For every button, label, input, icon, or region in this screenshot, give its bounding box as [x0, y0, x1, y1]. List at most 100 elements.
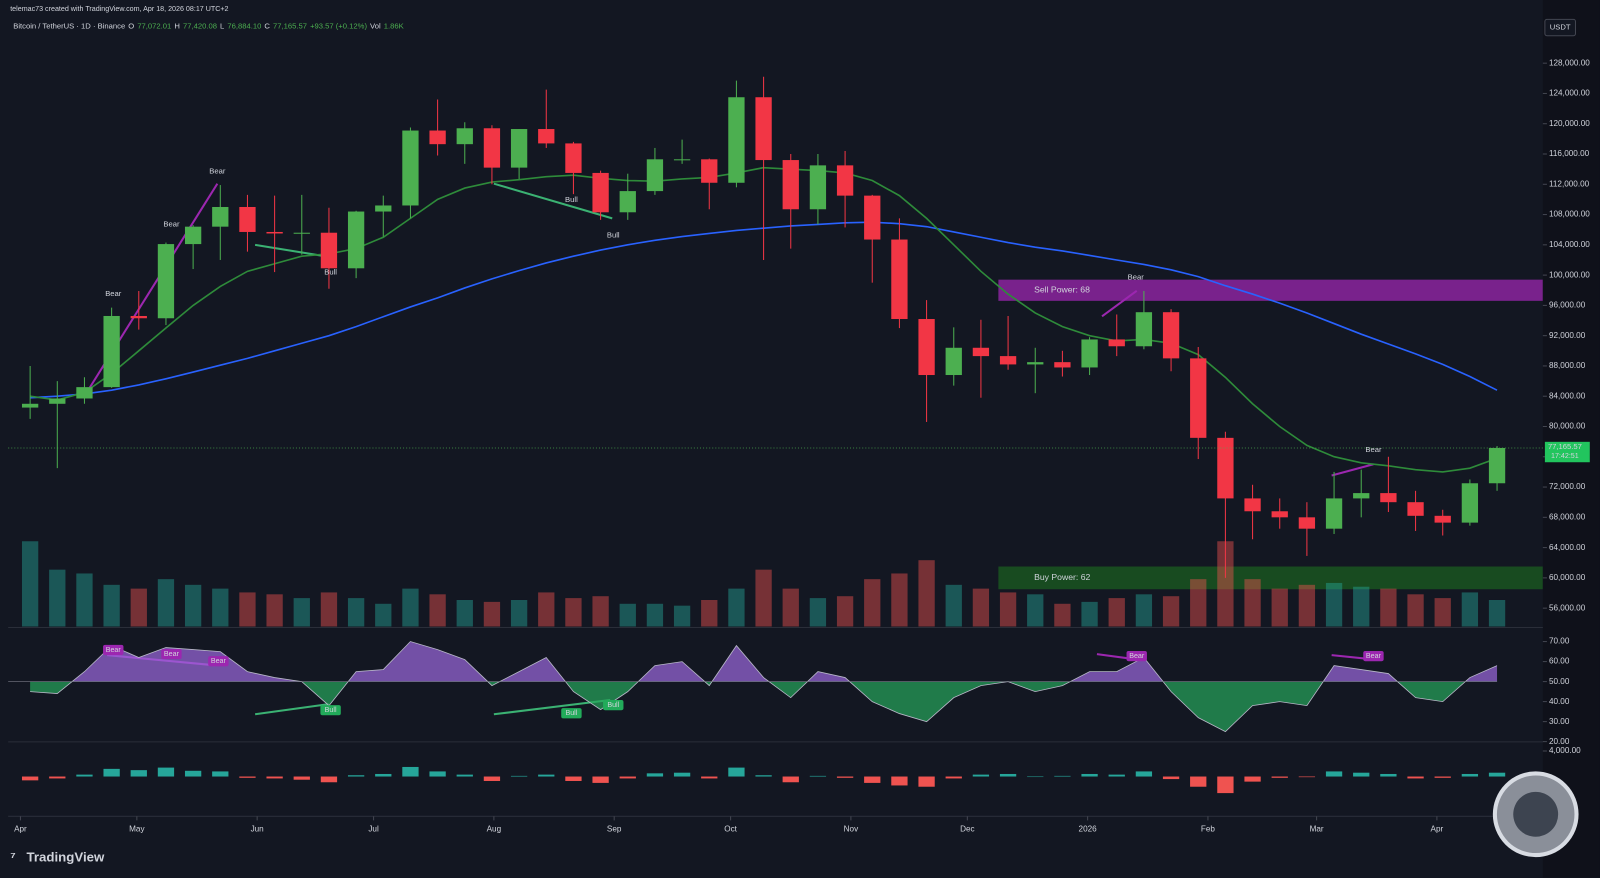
header-part: L — [220, 22, 224, 31]
x-tick-label: Apr — [1431, 825, 1444, 834]
candle-body — [1027, 362, 1044, 365]
macd-histogram — [1135, 771, 1153, 777]
macd-histogram — [782, 776, 799, 783]
candle-body — [293, 232, 310, 234]
candle-body — [565, 143, 582, 173]
candle-body — [809, 165, 827, 210]
x-tick-label: Jun — [251, 825, 264, 834]
signal-label: Bear — [1128, 273, 1145, 282]
macd-histogram — [891, 776, 908, 786]
rsi-signal-label: Bear — [1366, 652, 1382, 660]
x-tick-label: Dec — [960, 825, 975, 834]
candle-body — [1190, 358, 1207, 438]
macd-tick-label: 4,000.00 — [1549, 746, 1581, 755]
header-part: 1.86K — [384, 22, 405, 31]
volume-bar — [1325, 582, 1343, 627]
candle-body — [76, 387, 93, 399]
candle-body — [157, 244, 175, 319]
last-price-label: 77,165.57 — [1548, 442, 1582, 451]
currency-button[interactable] — [1544, 18, 1577, 37]
macd-histogram — [565, 776, 582, 781]
candle-body — [1054, 362, 1071, 368]
candle-body — [1380, 493, 1397, 503]
rsi-area-up — [30, 641, 1498, 682]
y-tick-label: 64,000.00 — [1549, 543, 1586, 552]
rsi-signal-label: Bear — [1129, 652, 1145, 660]
candle-body — [21, 403, 39, 408]
signal-label: Bull — [607, 231, 620, 240]
volume-bar — [212, 588, 229, 627]
macd-histogram — [347, 775, 365, 777]
x-tick-label: Sep — [607, 825, 622, 834]
header-part: Bitcoin / TetherUS · 1D · Binance — [13, 22, 125, 31]
signal-label: Bear — [209, 166, 226, 175]
macd-histogram — [212, 771, 229, 777]
volume-bar — [646, 603, 664, 627]
volume-bar — [429, 594, 446, 627]
macd-histogram — [1054, 775, 1071, 777]
volume-bar — [673, 605, 691, 627]
power-zone — [998, 566, 1543, 590]
watermark: telemac73 created with TradingView.com, … — [10, 5, 228, 13]
candle-body — [49, 398, 66, 404]
logo-badge-inner — [1513, 791, 1559, 837]
candle-body — [701, 159, 718, 183]
volume-bar — [891, 573, 908, 627]
candle-body — [673, 159, 691, 161]
macd-histogram — [945, 776, 962, 779]
volume-bar — [184, 584, 202, 627]
macd-histogram — [1190, 776, 1207, 787]
y-tick-label: 60,000.00 — [1549, 573, 1586, 582]
rsi-signal-box — [161, 648, 182, 660]
macd-histogram — [836, 776, 854, 778]
x-tick-label: 2026 — [1079, 825, 1098, 834]
macd-histogram — [320, 776, 338, 783]
macd-histogram — [1488, 772, 1506, 777]
candle-body — [239, 206, 256, 232]
header-part: +93.57 (+0.12%) — [310, 22, 367, 31]
volume-bar — [945, 584, 962, 627]
macd-histogram — [1027, 776, 1044, 778]
rsi-signal-box — [561, 708, 582, 719]
y-tick-label: 124,000.00 — [1549, 89, 1590, 98]
volume-bar — [347, 598, 365, 627]
volume-bar — [836, 596, 854, 627]
candle-body — [1135, 312, 1153, 347]
macd-histogram — [1407, 776, 1424, 779]
volume-bar — [239, 592, 256, 627]
macd-histogram — [239, 776, 256, 778]
volume-bar — [456, 599, 473, 627]
x-tick-label: Mar — [1310, 825, 1324, 834]
macd-histogram — [592, 776, 609, 783]
rsi-signal-label: Bull — [607, 701, 619, 709]
candle-body — [972, 347, 990, 357]
y-tick-label: 84,000.00 — [1549, 391, 1586, 400]
rsi-tick-label: 60.00 — [1549, 657, 1570, 666]
macd-histogram — [76, 774, 93, 777]
volume-bar — [918, 560, 935, 627]
volume-bar — [1407, 594, 1424, 627]
candle-body — [999, 356, 1017, 365]
candle-body — [1407, 502, 1424, 516]
rsi-line — [30, 641, 1498, 733]
candle-body — [212, 206, 229, 227]
macd-histogram — [701, 776, 718, 779]
signal-label: Bear — [105, 289, 122, 298]
volume-bar — [1461, 592, 1479, 627]
volume-bar — [1108, 598, 1125, 627]
price-plot: Sell Power: 68 Buy Power: 62 — [21, 76, 1543, 627]
volume-bar — [375, 603, 392, 627]
candle-body — [402, 130, 419, 206]
macd-histogram — [103, 768, 120, 777]
rsi-signal-label: Bull — [325, 706, 337, 714]
macd-histogram — [646, 773, 664, 777]
macd-histogram — [293, 776, 310, 780]
volume-bar — [320, 592, 338, 627]
macd-histogram — [1353, 772, 1370, 777]
candle-body — [1461, 483, 1479, 523]
y-tick-label: 100,000.00 — [1549, 270, 1590, 279]
volume-bar — [483, 601, 501, 627]
x-tick-label: Apr — [14, 825, 27, 834]
candle-body — [510, 129, 528, 168]
candle-body — [836, 165, 854, 196]
